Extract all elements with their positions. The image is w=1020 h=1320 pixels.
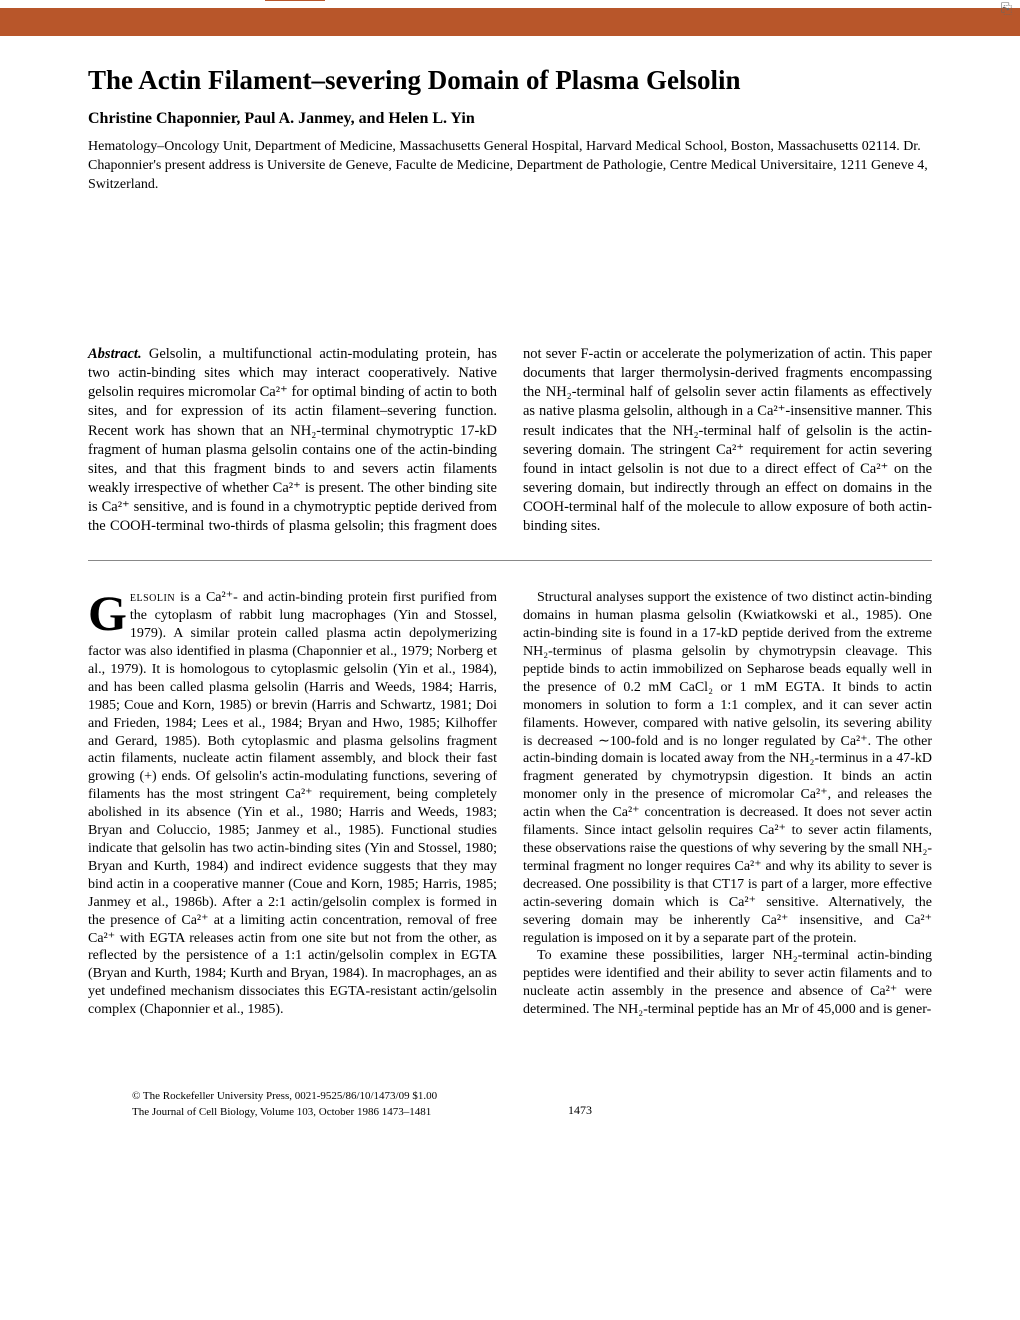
footer-copyright: © The Rockefeller University Press, 0021… — [132, 1089, 932, 1103]
article-content: The Actin Filament–severing Domain of Pl… — [0, 36, 1020, 1039]
article-affiliation: Hematology–Oncology Unit, Department of … — [88, 138, 932, 195]
footer-journal: The Journal of Cell Biology, Volume 103,… — [132, 1105, 431, 1119]
header-accent-bar: ⎘ — [0, 8, 1020, 36]
page-footer: © The Rockefeller University Press, 0021… — [0, 1089, 1020, 1143]
body-paragraph-3: To examine these possibilities, larger N… — [523, 947, 932, 1019]
abstract-block: Abstract. Gelsolin, a multifunctional ac… — [88, 345, 932, 536]
body-columns: Gelsolin is a Ca²⁺- and actin-binding pr… — [88, 589, 932, 1019]
body-leadword: elsolin — [130, 590, 175, 605]
article-title: The Actin Filament–severing Domain of Pl… — [88, 64, 932, 96]
dropcap-letter: G — [88, 589, 130, 633]
abstract-label: Abstract. — [88, 346, 142, 362]
body-paragraph-1: Gelsolin is a Ca²⁺- and actin-binding pr… — [88, 589, 497, 1019]
page-corner-icon: ⎘ — [1001, 2, 1012, 18]
footer-page-number: 1473 — [568, 1103, 932, 1119]
section-divider — [88, 560, 932, 561]
abstract-text: Gelsolin, a multifunctional actin-modula… — [88, 346, 932, 534]
body-p1-text: is a Ca²⁺- and actin-binding protein fir… — [88, 590, 497, 1017]
body-paragraph-2: Structural analyses support the existenc… — [523, 589, 932, 947]
body-p2-text: Structural analyses support the existenc… — [523, 590, 932, 945]
body-p3-text: To examine these possibilities, larger N… — [523, 948, 932, 1017]
article-authors: Christine Chaponnier, Paul A. Janmey, an… — [88, 110, 932, 128]
